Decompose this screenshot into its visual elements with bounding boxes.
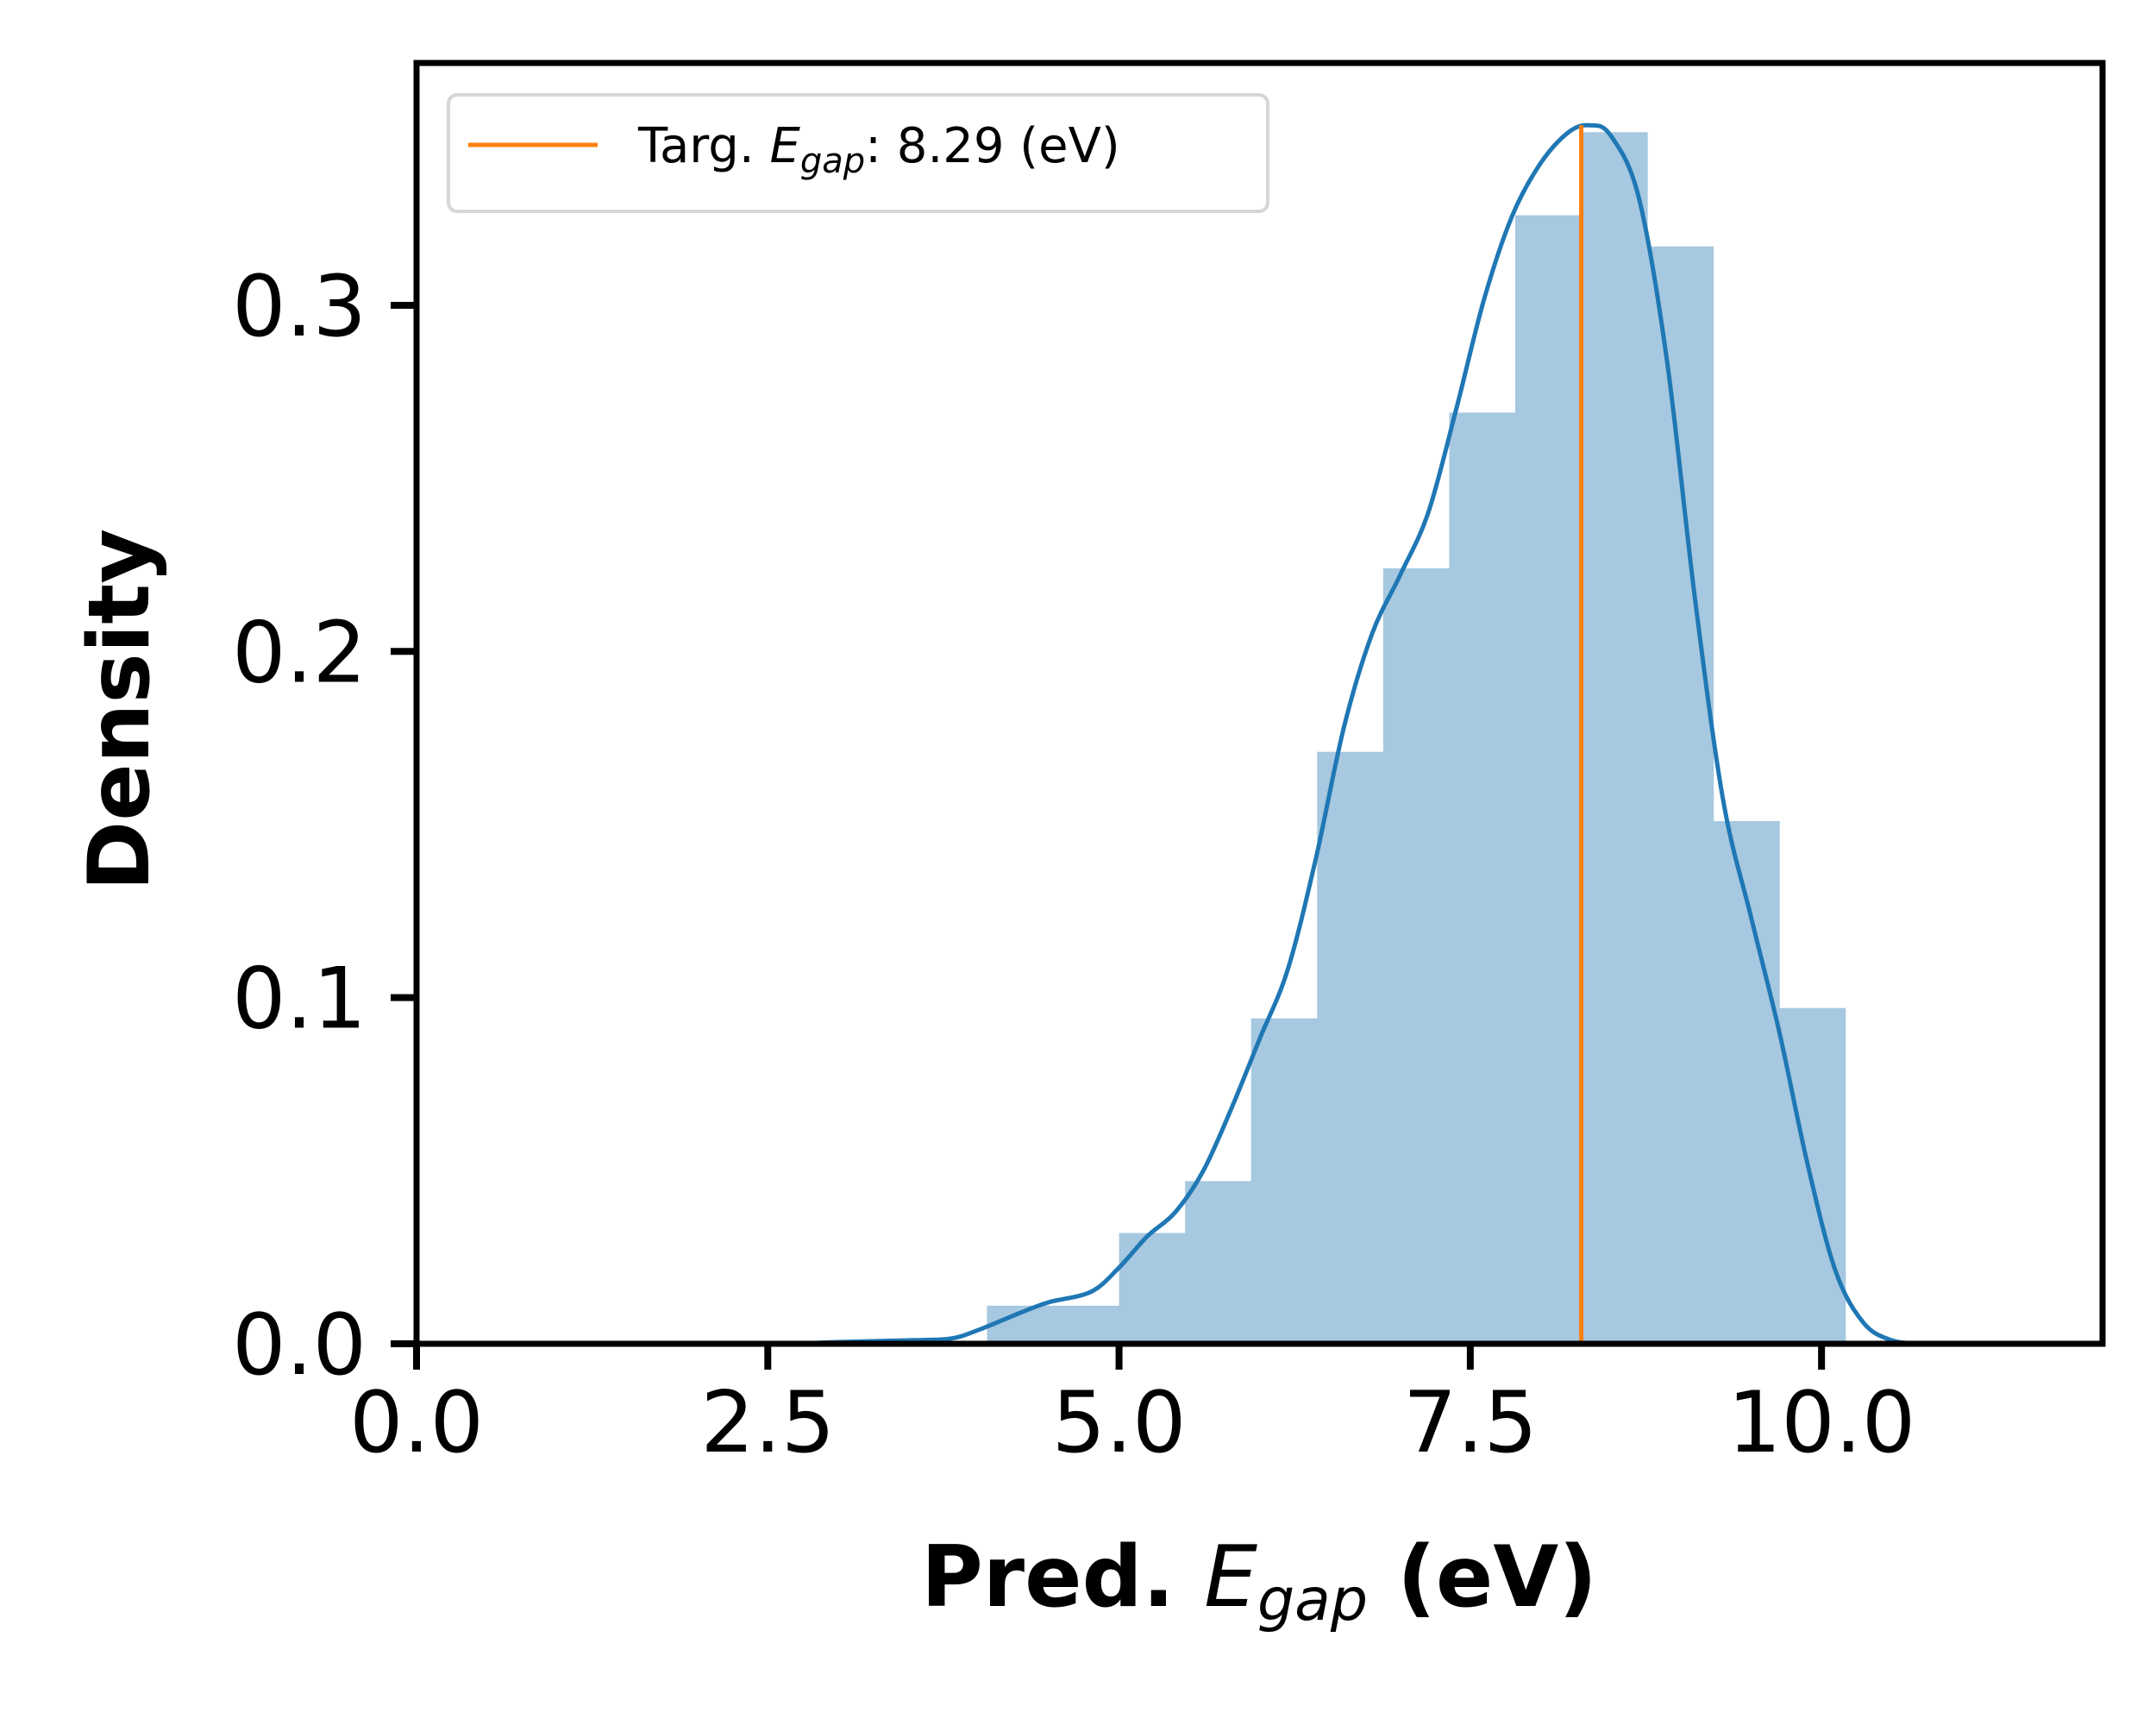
kde-curve — [795, 122, 1921, 1346]
histogram-bar — [1713, 820, 1780, 1344]
x-tick-label: 5.0 — [1052, 1374, 1187, 1472]
histogram-bar — [1382, 568, 1450, 1344]
x-tick-label: 2.5 — [700, 1374, 835, 1472]
histogram-bar — [1581, 132, 1648, 1344]
histogram-bar — [1250, 1018, 1318, 1344]
legend-box — [447, 93, 1269, 213]
x-tick-label: 0.0 — [349, 1374, 484, 1472]
plot-frame — [413, 60, 2106, 1347]
x-tick-label: 10.0 — [1727, 1374, 1915, 1472]
x-tick-label: 7.5 — [1403, 1374, 1538, 1472]
y-tick-label: 0.2 — [232, 604, 367, 702]
histogram-bar — [1317, 751, 1384, 1344]
y-axis-title: Density — [71, 529, 169, 891]
histogram-bar — [1515, 215, 1583, 1344]
legend: Targ. Egap: 8.29 (eV) — [447, 93, 1269, 213]
x-axis-ticks: 0.0 2.5 5.0 7.5 10.0 — [349, 1344, 1915, 1472]
histogram-bar — [1053, 1305, 1120, 1344]
y-tick-label: 0.3 — [232, 258, 367, 356]
legend-label: Targ. Egap: 8.29 (eV) — [637, 118, 1120, 181]
histogram-bar — [1779, 1007, 1846, 1344]
histogram-bars — [987, 132, 1846, 1345]
y-tick-label: 0.1 — [232, 950, 367, 1049]
histogram-bar — [1647, 246, 1714, 1345]
histogram-bar — [1185, 1181, 1252, 1344]
y-tick-label: 0.0 — [232, 1296, 367, 1395]
histogram-bar — [1449, 412, 1516, 1344]
y-axis-ticks: 0.0 0.1 0.2 0.3 — [232, 258, 417, 1395]
x-axis-title: Pred. Egap (eV) — [921, 1528, 1597, 1634]
histogram-bar — [1119, 1233, 1186, 1344]
